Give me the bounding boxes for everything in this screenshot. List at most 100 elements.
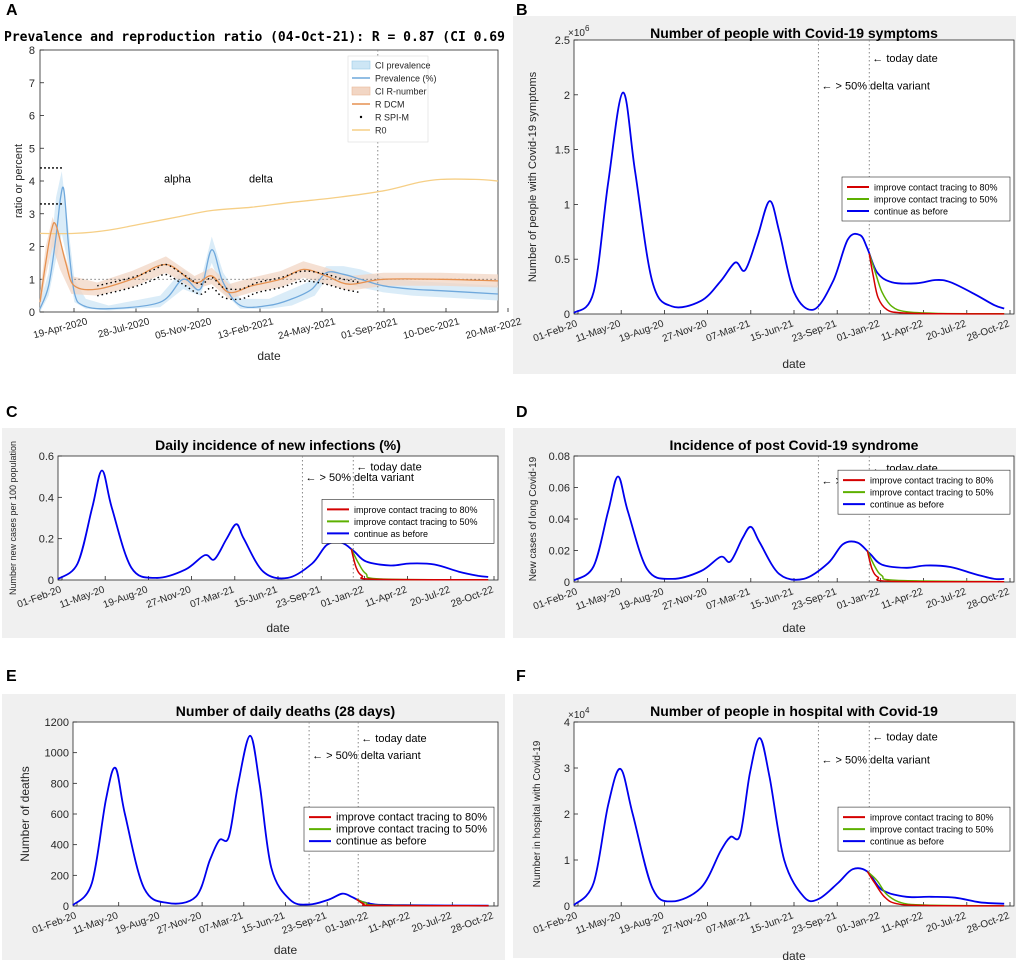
x-axis-label: date bbox=[782, 621, 806, 635]
y-axis-label: Number of people with Covid-19 symptoms bbox=[527, 71, 539, 282]
legend-entry: improve contact tracing to 80% bbox=[354, 505, 478, 515]
y-tick-label: 200 bbox=[51, 870, 69, 882]
legend-entry: continue as before bbox=[870, 837, 944, 847]
delta-variant-annotation: ← > 50% delta variant bbox=[305, 472, 414, 484]
y-exponent-power: 4 bbox=[585, 706, 590, 715]
x-axis-label: date bbox=[782, 949, 806, 962]
y-tick-label: 600 bbox=[51, 809, 69, 821]
legend-box bbox=[347, 55, 429, 143]
alpha-annotation: alpha bbox=[164, 174, 192, 186]
legend-entry: improve contact tracing to 80% bbox=[870, 476, 994, 486]
y-tick-label: 0.02 bbox=[549, 546, 570, 558]
series-line-improve-contact-tracing-to-80- bbox=[355, 898, 489, 907]
x-tick-label: 13-Feb-2021 bbox=[217, 316, 276, 342]
legend-box bbox=[837, 469, 1011, 515]
y-tick-label: 1200 bbox=[45, 717, 69, 729]
legend-entry: R0 bbox=[375, 126, 387, 136]
legend-entry: Prevalence (%) bbox=[375, 74, 437, 84]
y-tick-label: 6 bbox=[29, 111, 35, 123]
chart-title: Daily incidence of new infections (%) bbox=[155, 437, 401, 453]
legend-entry: improve contact tracing to 80% bbox=[336, 812, 487, 824]
chart-title: Number of people in hospital with Covid-… bbox=[650, 703, 938, 719]
series-line-continue-as-before bbox=[573, 91, 1005, 314]
y-tick-label: 0.5 bbox=[555, 254, 570, 266]
y-axis-label: ratio or percent bbox=[13, 144, 25, 218]
y-tick-label: 3 bbox=[564, 763, 570, 775]
x-axis-label: date bbox=[257, 349, 281, 363]
y-tick-label: 2 bbox=[29, 242, 35, 254]
legend-entry: improve contact tracing to 50% bbox=[354, 517, 478, 527]
y-tick-label: 0 bbox=[564, 309, 570, 321]
y-tick-label: 0 bbox=[48, 575, 54, 587]
chart-D: Incidence of post Covid-19 syndrome 0 0.02… bbox=[513, 428, 1016, 638]
y-tick-label: 800 bbox=[51, 778, 69, 790]
y-axis-label: Number in hospital with Covid-19 bbox=[532, 740, 543, 887]
r-spim-line-lower bbox=[97, 273, 361, 301]
x-axis-label: date bbox=[274, 943, 298, 957]
panel-letter-a: A bbox=[6, 2, 18, 19]
x-tick-label: 19-Apr-2020 bbox=[32, 316, 89, 341]
y-axis-label: Number of deaths bbox=[18, 766, 32, 861]
chart-title: Number of people with Covid-19 symptoms bbox=[650, 25, 938, 41]
y-tick-label: 0.08 bbox=[549, 451, 570, 463]
x-axis-label: date bbox=[266, 621, 290, 635]
y-tick-label: 0 bbox=[29, 307, 35, 319]
legend-entry: improve contact tracing to 50% bbox=[874, 195, 998, 205]
delta-annotation: delta bbox=[249, 174, 274, 186]
panel-letter-c: C bbox=[6, 404, 18, 421]
chart-E: Number of daily deaths (28 days) 0 200 400 6… bbox=[2, 694, 505, 960]
series-line-improve-contact-tracing-to-80- bbox=[350, 548, 489, 581]
legend-entry: continue as before bbox=[336, 836, 427, 848]
panel-letter-e: E bbox=[6, 668, 17, 685]
r-dcm-line bbox=[39, 222, 499, 303]
r-spim-line bbox=[97, 263, 361, 291]
y-tick-label: 5 bbox=[29, 143, 35, 155]
legend-swatch bbox=[351, 60, 371, 70]
chart-title: Number of daily deaths (28 days) bbox=[176, 703, 395, 719]
series-line-improve-contact-tracing-to-80- bbox=[866, 871, 1005, 907]
y-tick-label: 0.4 bbox=[39, 492, 54, 504]
chart-A: 0 1 2 3 4 5 6 7 8 19-Apr-2020 28-Jul-2020 05-Nov-20… bbox=[13, 45, 523, 363]
series-line-improve-contact-tracing-to-80- bbox=[868, 253, 1005, 315]
y-tick-label: 8 bbox=[29, 45, 35, 57]
ci-prevalence-band bbox=[40, 171, 498, 312]
y-tick-label: 0 bbox=[564, 577, 570, 589]
axes-box bbox=[72, 721, 499, 907]
legend-box bbox=[841, 176, 1011, 222]
x-tick-label: 28-Jul-2020 bbox=[97, 316, 151, 340]
legend-box bbox=[321, 499, 495, 544]
legend-box bbox=[837, 806, 1011, 852]
panel-letter-d: D bbox=[516, 404, 528, 421]
series-line-continue-as-before bbox=[72, 734, 489, 907]
delta-variant-annotation: ← > 50% delta variant bbox=[312, 750, 421, 762]
chart-C: Daily incidence of new infections (%) 0 0.… bbox=[2, 428, 505, 638]
r0-line bbox=[39, 178, 499, 235]
y-tick-label: 1 bbox=[564, 855, 570, 867]
today-annotation: ← today date bbox=[361, 733, 426, 745]
x-tick-label: 24-May-2021 bbox=[277, 316, 337, 342]
legend-entry: improve contact tracing to 50% bbox=[870, 488, 994, 498]
panel-a-title: Prevalence and reproduction ratio (04-Oc… bbox=[4, 30, 576, 45]
x-tick-label: 01-Sep-2021 bbox=[340, 316, 399, 342]
x-tick-label: 10-Dec-2021 bbox=[402, 316, 461, 342]
y-axis-label: Number new cases per 100 population bbox=[8, 441, 18, 595]
legend-entry: continue as before bbox=[870, 500, 944, 510]
y-tick-label: 7 bbox=[29, 78, 35, 90]
legend-entry: improve contact tracing to 50% bbox=[870, 825, 994, 835]
y-tick-label: 0 bbox=[564, 901, 570, 913]
y-tick-label: 4 bbox=[29, 176, 35, 188]
delta-variant-annotation: ← > 50% delta variant bbox=[821, 80, 930, 92]
y-tick-label: 1000 bbox=[45, 748, 69, 760]
legend-entry: continue as before bbox=[354, 529, 428, 539]
y-tick-label: 1 bbox=[564, 199, 570, 211]
chart-F: Number of people in hospital with Covid-… bbox=[513, 694, 1016, 962]
y-exponent-label: ×106 bbox=[568, 24, 590, 39]
legend-entry: CI R-number bbox=[375, 87, 427, 97]
panel-letter-f: F bbox=[516, 668, 526, 685]
legend-entry: R SPI-M bbox=[375, 113, 409, 123]
y-tick-label: 1 bbox=[29, 274, 35, 286]
y-tick-label: 1.5 bbox=[555, 145, 570, 157]
x-axis-label: date bbox=[782, 357, 806, 371]
legend-entry: improve contact tracing to 80% bbox=[870, 813, 994, 823]
